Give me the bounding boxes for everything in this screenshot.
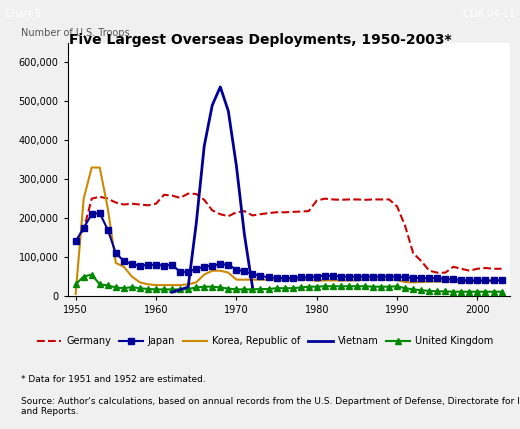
Text: * Data for 1951 and 1952 are estimated.: * Data for 1951 and 1952 are estimated. bbox=[21, 375, 205, 384]
Legend: Germany, Japan, Korea, Republic of, Vietnam, United Kingdom: Germany, Japan, Korea, Republic of, Viet… bbox=[33, 332, 497, 350]
Text: Source: Author's calculations, based on annual records from the U.S. Department : Source: Author's calculations, based on … bbox=[21, 397, 520, 416]
Text: Number of U.S. Troops: Number of U.S. Troops bbox=[21, 28, 130, 38]
Text: Chart 5: Chart 5 bbox=[5, 9, 42, 19]
Text: Five Largest Overseas Deployments, 1950-2003*: Five Largest Overseas Deployments, 1950-… bbox=[69, 33, 451, 47]
Text: CDA 04-11: CDA 04-11 bbox=[463, 9, 515, 19]
